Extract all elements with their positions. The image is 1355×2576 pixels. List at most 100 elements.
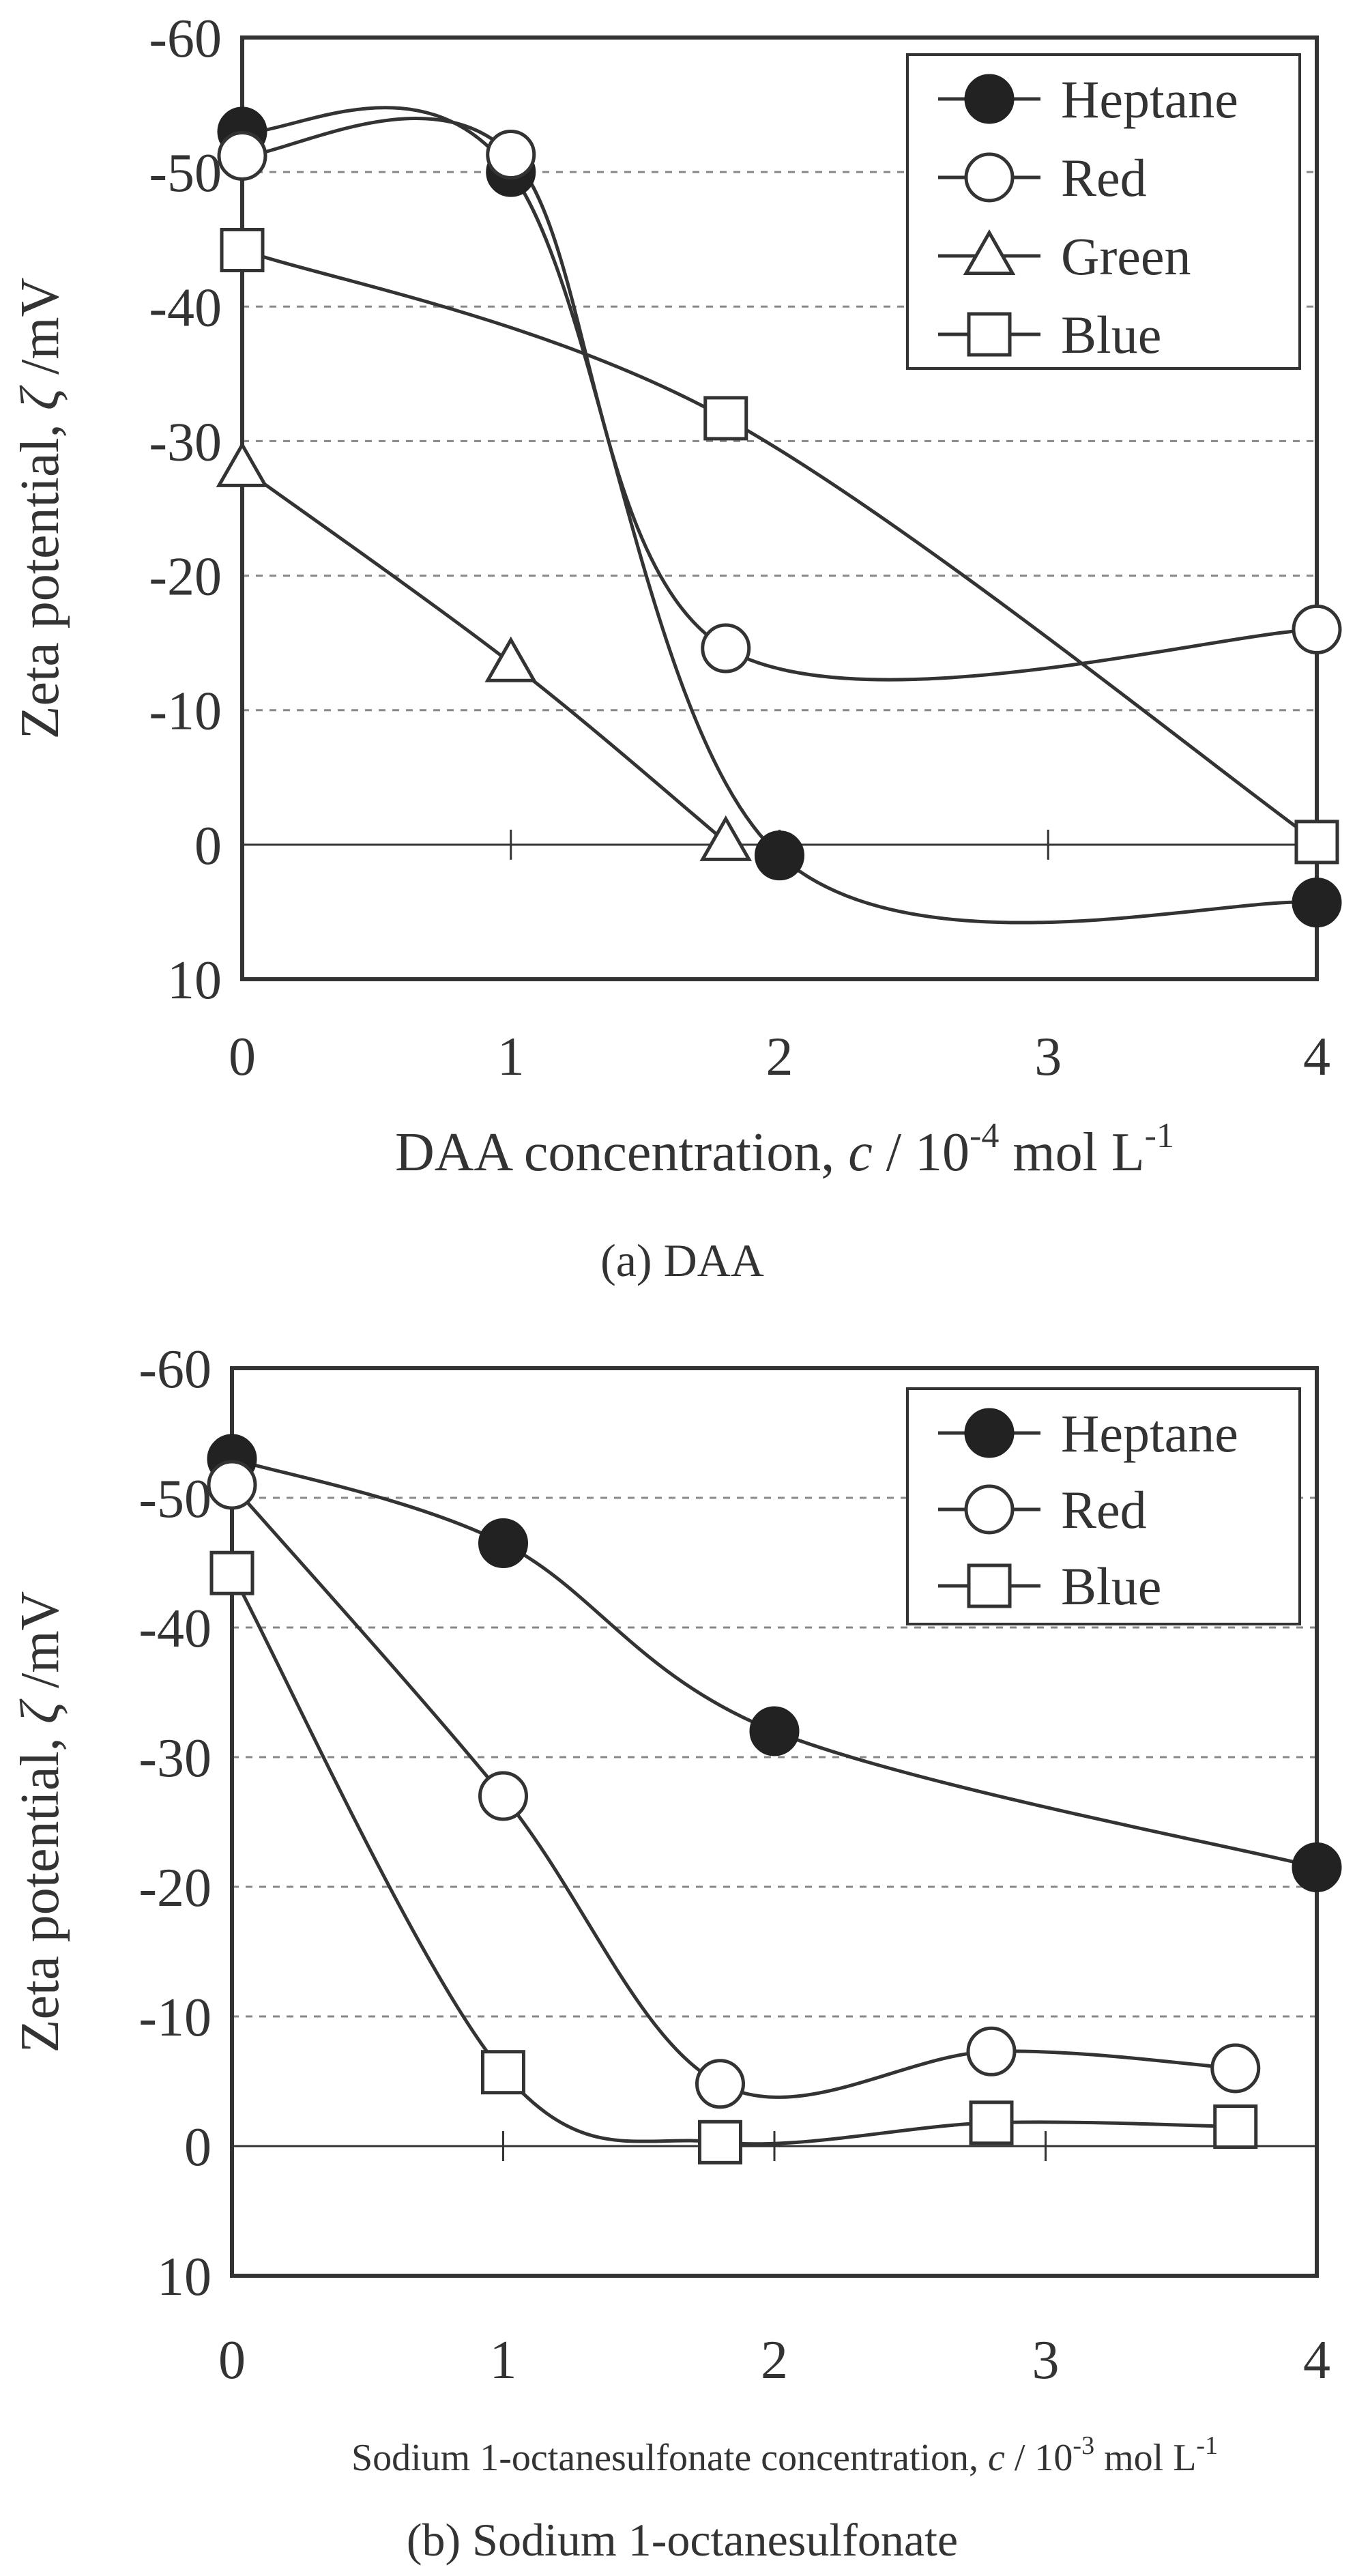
y-tick-label: -30	[139, 1728, 212, 1789]
y-axis-label: Zeta potential, ζ /mV	[10, 1591, 70, 2053]
data-point-heptane	[1292, 878, 1342, 928]
data-point-heptane	[478, 1518, 528, 1568]
data-point-red	[478, 1771, 528, 1821]
legend-marker-heptane	[964, 74, 1015, 124]
y-tick-label: 0	[184, 2117, 212, 2177]
y-tick-label: -40	[149, 278, 222, 338]
y-tick-label: -10	[149, 682, 222, 742]
series-line-red	[242, 117, 1317, 682]
legend-label: Blue	[1061, 1557, 1161, 1616]
data-point-blue	[698, 2119, 742, 2165]
legend-label: Red	[1061, 148, 1147, 207]
y-tick-label: 0	[194, 816, 222, 876]
legend-label: Green	[1061, 227, 1191, 286]
legend-marker-blue	[967, 312, 1012, 357]
x-axis-label-exp: -3	[1073, 2431, 1094, 2460]
legend: Heptane Red Blue	[906, 1387, 1301, 1625]
y-axis-label-unit: /mV	[10, 1591, 70, 1702]
x-axis-label: Sodium 1-octanesulfonate concentration, …	[351, 2431, 1218, 2479]
y-tick-label: -20	[139, 1858, 212, 1918]
y-tick-label: -10	[139, 1988, 212, 2048]
legend-marker-green	[963, 229, 1016, 275]
data-point-red	[217, 130, 267, 181]
x-axis-label-mid: / 10	[873, 1123, 970, 1183]
y-axis-label-text: Zeta potential,	[10, 1724, 70, 2053]
data-point-red	[207, 1460, 257, 1510]
data-point-heptane	[1292, 1842, 1342, 1892]
data-point-red	[966, 2026, 1017, 2076]
plot-frame	[230, 1366, 1319, 2278]
data-point-red	[1210, 2043, 1261, 2094]
chart-caption: (a) DAA	[600, 1234, 764, 1286]
x-tick-label: 1	[490, 2330, 517, 2390]
x-tick-label: 2	[766, 1027, 793, 1087]
x-tick-label: 4	[1303, 2330, 1330, 2390]
legend-label: Red	[1061, 1480, 1147, 1539]
plot-frame	[240, 35, 1319, 981]
y-tick-label: -50	[139, 1469, 212, 1529]
legend: Heptane Red Green Blue	[906, 53, 1301, 370]
data-point-green	[699, 815, 753, 861]
chart-caption: (b) Sodium 1-octanesulfonate	[407, 2514, 958, 2566]
legend-marker-red	[964, 152, 1015, 203]
x-axis-label-exp: -4	[970, 1116, 999, 1155]
y-tick-label: 10	[167, 951, 222, 1011]
y-tick-label: 10	[157, 2247, 212, 2307]
series-line-blue	[230, 1572, 1236, 2146]
series-line-green	[241, 466, 727, 843]
y-axis-label-unit: /mV	[10, 278, 70, 388]
data-point-blue	[703, 396, 748, 441]
x-axis-label-text: DAA concentration,	[395, 1123, 848, 1183]
series-line-blue	[242, 248, 1318, 843]
data-point-red	[695, 2059, 745, 2109]
x-axis-label-unit: mol L	[1094, 2437, 1196, 2479]
x-axis-label-var: c	[848, 1123, 873, 1183]
data-point-green	[484, 636, 538, 682]
data-point-red	[701, 623, 751, 674]
data-point-red	[1292, 604, 1342, 654]
legend-label: Blue	[1061, 305, 1161, 364]
y-tick-label: -30	[149, 412, 222, 472]
y-tick-label: -60	[149, 9, 222, 69]
y-tick-label: -20	[149, 547, 222, 607]
x-axis-label-text: Sodium 1-octanesulfonate concentration,	[351, 2437, 988, 2479]
data-point-red	[486, 130, 536, 180]
x-tick-label: 4	[1303, 1027, 1330, 1087]
data-point-blue	[220, 227, 265, 272]
legend-label: Heptane	[1061, 70, 1238, 129]
x-tick-label: 1	[497, 1027, 525, 1087]
x-axis-label: DAA concentration, c / 10-4 mol L-1	[395, 1116, 1174, 1183]
series-line-red	[231, 1484, 1236, 2099]
y-axis-label-text: Zeta potential,	[10, 410, 70, 739]
data-point-blue	[1294, 820, 1339, 865]
legend-marker-red	[964, 1484, 1015, 1535]
y-tick-label: -60	[139, 1340, 212, 1400]
x-axis-label-unit-exp: -1	[1145, 1116, 1174, 1155]
data-point-blue	[969, 2100, 1014, 2145]
legend-label: Heptane	[1061, 1404, 1238, 1463]
legend-marker-heptane	[964, 1408, 1015, 1458]
x-axis-label-var: c	[988, 2437, 1005, 2479]
x-axis-label-unit-exp: -1	[1196, 2431, 1218, 2460]
y-tick-label: -40	[139, 1599, 212, 1659]
data-point-green	[216, 441, 269, 487]
series-line-heptane	[242, 106, 1317, 925]
data-point-blue	[481, 2050, 525, 2095]
y-axis-label-var: ζ	[10, 385, 70, 410]
x-tick-label: 0	[218, 2330, 246, 2390]
y-axis-label-var: ζ	[10, 1698, 70, 1724]
data-point-heptane	[749, 1706, 800, 1756]
x-tick-label: 0	[229, 1027, 256, 1087]
data-point-blue	[209, 1550, 254, 1595]
x-tick-label: 3	[1032, 2330, 1060, 2390]
series-line-heptane	[231, 1457, 1317, 1869]
data-point-blue	[1213, 2104, 1258, 2149]
x-axis-label-unit: mol L	[999, 1123, 1144, 1183]
x-axis-label-mid: / 10	[1005, 2437, 1073, 2479]
legend-marker-blue	[967, 1563, 1012, 1608]
y-axis-label: Zeta potential, ζ /mV	[10, 278, 70, 740]
x-tick-label: 3	[1034, 1027, 1062, 1087]
x-tick-label: 2	[761, 2330, 788, 2390]
